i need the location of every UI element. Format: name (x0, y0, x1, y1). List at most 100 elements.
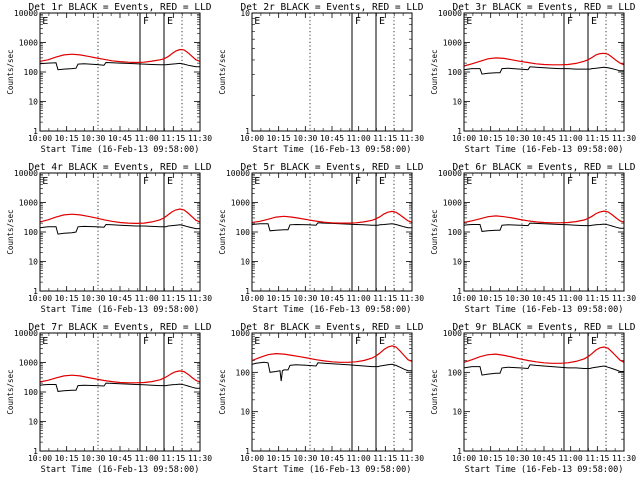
panel-9: Det 9r BLACK = Events, RED = LLD Counts/s… (430, 322, 636, 475)
x-tick-label: 10:15 (479, 134, 503, 143)
flag-label: E (42, 336, 48, 347)
y-tick-label: 1 (245, 287, 250, 296)
x-tick-label: 11:30 (400, 294, 424, 303)
x-tick-label: 10:30 (505, 454, 529, 463)
y-axis-label: Counts/sec (6, 369, 15, 414)
x-tick-label: 10:00 (452, 454, 476, 463)
events-series-line (463, 364, 624, 376)
plot-frame (463, 332, 625, 452)
y-tick-label: 1000 (443, 39, 462, 48)
y-axis-label: Counts/sec (218, 209, 227, 254)
x-tick-label: 10:30 (505, 134, 529, 143)
x-tick-label: 10:15 (267, 134, 291, 143)
x-tick-label: 11:30 (612, 134, 636, 143)
y-tick-label: 10 (28, 98, 38, 107)
y-tick-label: 1000 (19, 199, 38, 208)
x-tick-label: 11:15 (373, 134, 397, 143)
lld-series-line (251, 345, 413, 363)
x-tick-label: 10:45 (320, 294, 344, 303)
x-tick-label: 11:00 (135, 454, 159, 463)
x-tick-label: 11:00 (347, 294, 371, 303)
flag-label: E (466, 176, 472, 187)
plot-frame (39, 172, 201, 292)
x-tick-label: 10:00 (240, 294, 264, 303)
y-tick-label: 10000 (226, 169, 250, 178)
x-tick-label: 10:45 (108, 134, 132, 143)
flag-label: F (355, 336, 361, 347)
events-series-line (463, 222, 624, 232)
panel-3: Det 3r BLACK = Events, RED = LLD Counts/s… (430, 2, 636, 155)
flag-label: E (42, 16, 48, 27)
y-tick-label: 10000 (438, 9, 462, 18)
lld-series-line (39, 208, 201, 225)
flag-label: F (143, 176, 149, 187)
lld-series-line (251, 210, 413, 224)
x-tick-label: 10:15 (55, 134, 79, 143)
flag-label: E (167, 16, 173, 27)
x-tick-label: 10:15 (479, 294, 503, 303)
y-tick-label: 1000 (443, 199, 462, 208)
panel-title: Det 8r BLACK = Events, RED = LLD (240, 322, 423, 333)
x-tick-label: 11:15 (161, 134, 185, 143)
flag-label: F (143, 336, 149, 347)
x-tick-label: 11:00 (559, 134, 583, 143)
flag-label: E (42, 176, 48, 187)
x-tick-label: 10:15 (267, 454, 291, 463)
x-tick-label: 10:30 (81, 134, 105, 143)
y-tick-label: 1 (245, 447, 250, 456)
x-tick-label: 11:15 (161, 294, 185, 303)
x-tick-label: 10:15 (479, 454, 503, 463)
lld-series-line (39, 370, 201, 384)
flag-label: E (466, 336, 472, 347)
x-tick-label: 10:45 (532, 134, 556, 143)
y-tick-label: 1 (457, 447, 462, 456)
lld-series-line (463, 52, 625, 67)
flag-label: F (567, 336, 573, 347)
x-tick-label: 11:15 (373, 454, 397, 463)
y-tick-label: 1 (33, 287, 38, 296)
x-axis-label: Start Time (16-Feb-13 09:58:00) (41, 465, 200, 475)
y-axis-label: Counts/sec (430, 369, 439, 414)
panel-title: Det 3r BLACK = Events, RED = LLD (452, 2, 635, 13)
x-axis-label: Start Time (16-Feb-13 09:58:00) (41, 305, 200, 315)
x-tick-label: 10:45 (320, 134, 344, 143)
plot-frame (251, 332, 413, 452)
y-tick-label: 10000 (14, 329, 38, 338)
lld-series-line (39, 48, 201, 64)
flag-label: E (167, 336, 173, 347)
x-tick-label: 11:30 (400, 134, 424, 143)
x-tick-label: 10:45 (532, 294, 556, 303)
plot-frame (251, 172, 413, 292)
x-tick-label: 11:15 (585, 134, 609, 143)
y-tick-label: 1 (33, 127, 38, 136)
x-tick-label: 10:00 (240, 454, 264, 463)
flag-label: E (254, 336, 260, 347)
panel-2: Det 2r BLACK = Events, RED = LLD Counts/s… (218, 2, 424, 155)
x-tick-label: 11:15 (161, 454, 185, 463)
flag-label: E (591, 176, 597, 187)
y-tick-label: 10 (452, 98, 462, 107)
flag-label: E (254, 176, 260, 187)
x-tick-label: 10:30 (81, 454, 105, 463)
flag-label: E (167, 176, 173, 187)
plot-frame (251, 12, 413, 132)
x-axis-label: Start Time (16-Feb-13 09:58:00) (465, 465, 624, 475)
panel-6: Det 6r BLACK = Events, RED = LLD Counts/s… (430, 162, 636, 315)
y-tick-label: 1000 (19, 359, 38, 368)
x-tick-label: 11:00 (347, 134, 371, 143)
y-tick-label: 100 (236, 228, 251, 237)
x-tick-label: 10:00 (28, 134, 52, 143)
y-tick-label: 100 (236, 368, 251, 377)
flag-label: E (591, 16, 597, 27)
panel-title: Det 7r BLACK = Events, RED = LLD (28, 322, 211, 333)
flag-label: F (567, 176, 573, 187)
y-tick-label: 10 (28, 418, 38, 427)
x-tick-label: 10:00 (452, 134, 476, 143)
x-tick-label: 11:30 (188, 134, 212, 143)
y-axis-label: Counts/sec (218, 49, 227, 94)
x-tick-label: 11:30 (188, 294, 212, 303)
flag-label: E (379, 16, 385, 27)
plot-frame (39, 332, 201, 452)
flag-label: F (355, 16, 361, 27)
panel-8: Det 8r BLACK = Events, RED = LLD Counts/s… (218, 322, 424, 475)
